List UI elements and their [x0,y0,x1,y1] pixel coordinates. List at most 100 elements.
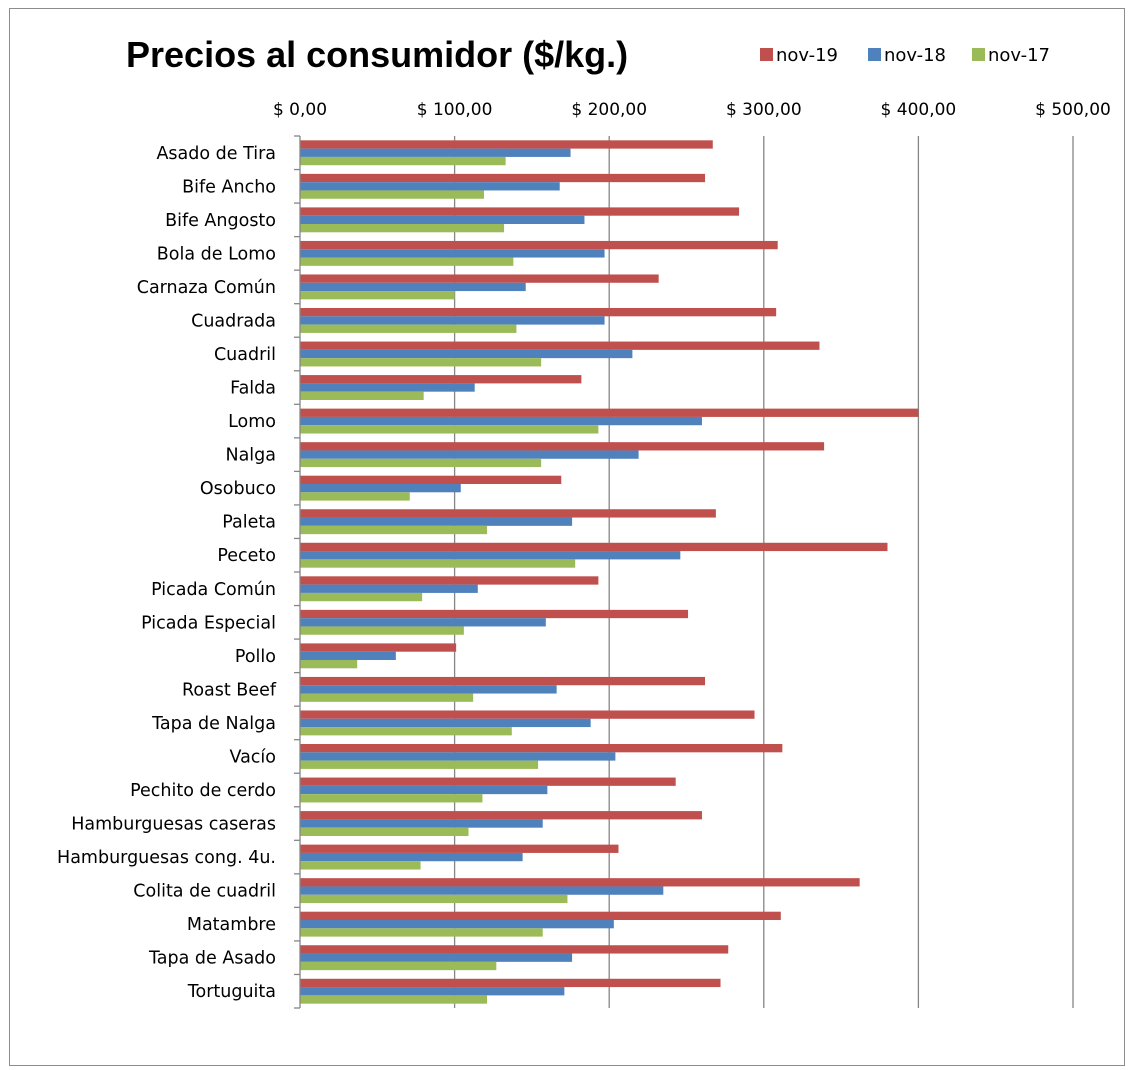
bar-nov-19 [300,878,860,887]
category-label: Paleta [222,513,276,533]
bar-nov-17 [300,659,358,669]
category-label: Tapa de Nalga [151,714,276,734]
chart-title: Precios al consumidor ($/kg.) [126,34,628,75]
bar-nov-18 [300,886,664,895]
bar-nov-17 [300,291,455,300]
category-label: Asado de Tira [156,144,276,164]
bar-nov-18 [300,584,478,593]
x-tick-label: $ 0,00 [273,100,327,120]
bar-nov-18 [300,752,616,761]
bar-nov-19 [300,609,689,619]
category-label: Picada Especial [141,613,276,633]
category-label: Bife Angosto [165,211,276,231]
bar-nov-18 [300,484,461,493]
bar-nov-17 [300,358,542,367]
category-label: Picada Común [151,580,276,600]
bar-nov-19 [300,542,888,552]
bar-nov-19 [300,240,778,250]
legend-label: nov-17 [988,45,1050,66]
bar-nov-17 [300,492,410,501]
bar-nov-18 [300,920,614,929]
bar-nov-19 [300,375,582,384]
bar-nov-18 [300,148,571,157]
category-label: Cuadrada [191,311,276,331]
legend-label: nov-18 [884,45,946,66]
bar-nov-18 [300,685,557,694]
x-axis-tick-labels: $ 0,00 $ 100,00 $ 200,00 $ 300,00 $ 400,00 $ … [273,100,1111,120]
category-label: Falda [230,379,276,399]
category-axis [294,135,301,1009]
bar-nov-17 [300,861,421,870]
bar-nov-18 [300,316,605,325]
bar-nov-17 [300,156,506,166]
category-label: Pollo [235,647,276,667]
category-label: Osobuco [200,479,276,499]
bar-nov-17 [300,727,512,736]
bar-nov-18 [300,349,633,359]
legend-swatch-nov-18 [868,48,881,61]
bar-nov-19 [300,844,619,853]
x-tick-label: $ 300,00 [726,100,802,120]
bars [300,140,919,1004]
bar-nov-18 [300,383,475,392]
x-tick-label: $ 200,00 [571,100,647,120]
legend: nov-19 nov-18 nov-17 [760,45,1050,66]
bar-nov-18 [300,450,639,459]
bar-nov-19 [300,576,599,585]
bar-nov-18 [300,953,573,962]
category-label: Roast Beef [182,680,277,700]
bar-nov-19 [300,945,729,954]
bar-nov-19 [300,676,706,686]
gridlines [453,136,1074,1008]
x-tick-label: $ 100,00 [417,100,493,120]
category-label: Lomo [228,412,276,432]
bar-nov-17 [300,425,599,434]
category-label: Bola de Lomo [157,244,276,264]
bar-nov-18 [300,282,526,292]
bar-nov-17 [300,693,474,702]
category-label: Pechito de cerdo [130,781,276,801]
bar-nov-17 [300,223,505,233]
bar-nov-19 [300,710,755,719]
bar-nov-18 [300,249,605,258]
bar-nov-18 [300,987,565,996]
category-label: Carnaza Común [137,278,276,298]
bar-nov-17 [300,592,423,602]
bar-nov-17 [300,324,517,333]
bar-nov-19 [300,978,721,988]
category-label: Tapa de Asado [148,949,276,969]
bar-nov-17 [300,391,424,400]
category-label: Matambre [187,915,276,935]
bar-nov-17 [300,458,542,468]
bar-nov-19 [300,408,919,417]
bar-nov-17 [300,190,484,199]
bar-nov-19 [300,173,706,183]
bar-nov-17 [300,827,469,836]
category-label: Nalga [225,446,276,466]
legend-swatch-nov-17 [972,48,985,61]
bar-nov-19 [300,509,716,518]
bar-nov-19 [300,475,562,485]
bar-nov-18 [300,618,546,627]
bar-nov-17 [300,794,483,803]
bar-nov-17 [300,961,497,971]
category-label: Colita de cuadril [133,882,276,902]
bar-nov-19 [300,744,783,753]
category-label: Hamburguesas cong. 4u. [57,848,276,868]
x-tick-label: $ 500,00 [1035,100,1111,120]
bar-nov-19 [300,811,702,820]
bar-nov-19 [300,777,676,786]
bar-nov-17 [300,626,464,635]
category-label: Vacío [229,747,276,767]
bar-nov-19 [300,643,457,652]
category-label: Cuadril [214,345,276,365]
bar-nov-18 [300,182,560,191]
bar-nov-18 [300,651,396,660]
category-labels: Asado de Tira Bife Ancho Bife Angosto Bola … [57,144,277,1002]
category-label: Bife Ancho [182,177,276,197]
bar-nov-18 [300,517,573,526]
bar-nov-17 [300,894,568,904]
bar-nov-17 [300,928,543,937]
bar-nov-17 [300,760,539,769]
